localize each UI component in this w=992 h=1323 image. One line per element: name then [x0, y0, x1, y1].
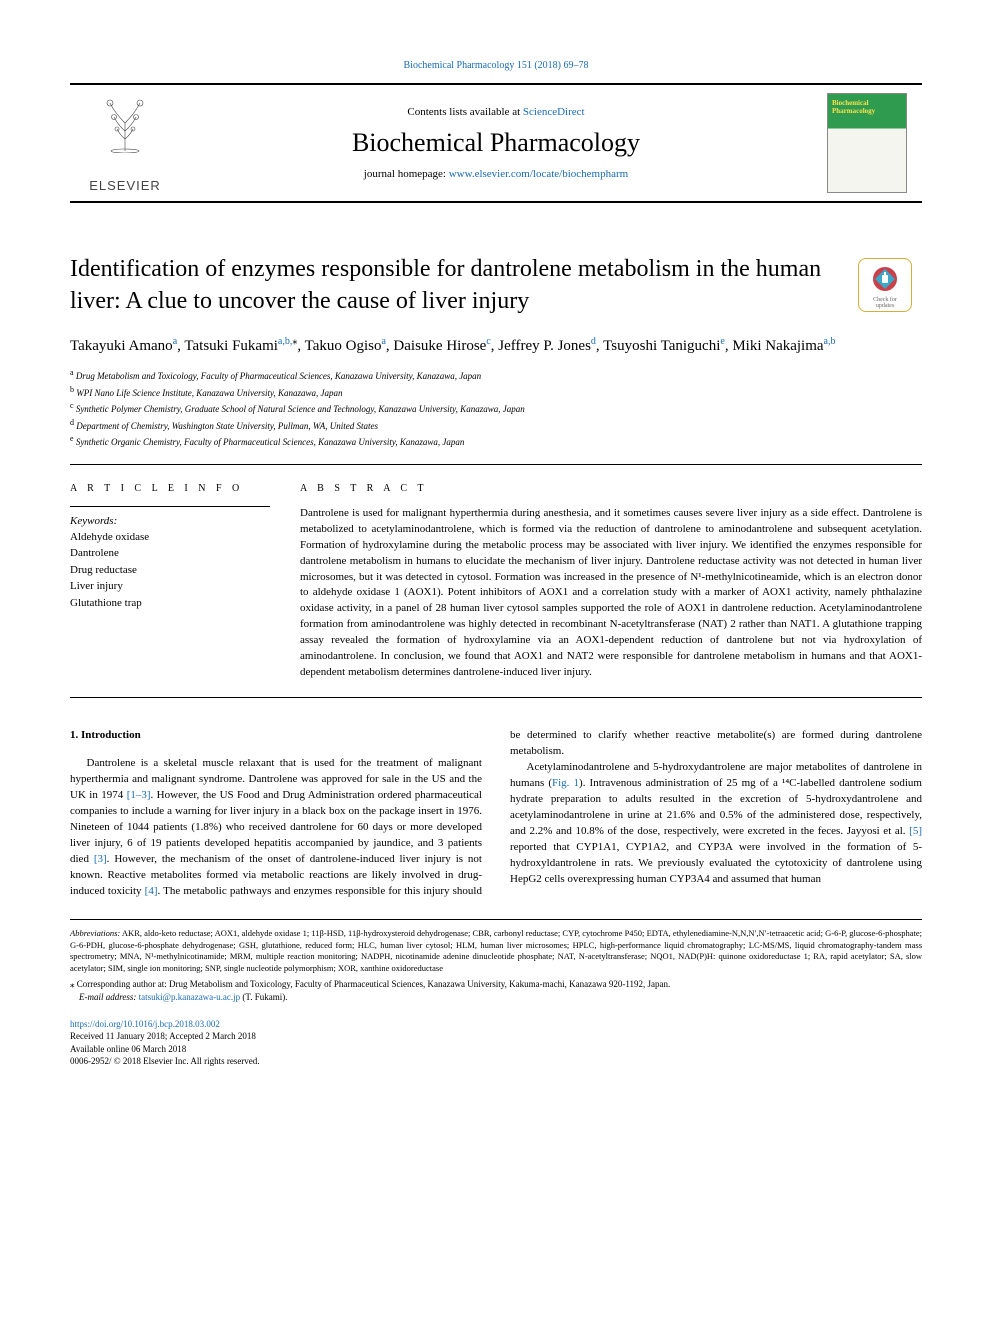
- article-info-column: A R T I C L E I N F O Keywords: Aldehyde…: [70, 483, 270, 681]
- copyright-line: 0006-2952/ © 2018 Elsevier Inc. All righ…: [70, 1056, 260, 1066]
- elsevier-wordmark: ELSEVIER: [70, 178, 180, 193]
- journal-header: ELSEVIER Contents lists available at Sci…: [70, 83, 922, 203]
- email-link[interactable]: tatsuki@p.kanazawa-u.ac.jp: [139, 992, 241, 1002]
- divider: [70, 506, 270, 507]
- keyword: Drug reductase: [70, 562, 270, 579]
- keyword: Aldehyde oxidase: [70, 529, 270, 546]
- sciencedirect-link[interactable]: ScienceDirect: [523, 106, 585, 118]
- author: Jeffrey P. Jonesd: [498, 338, 596, 354]
- corresponding-author: ⁎ Corresponding author at: Drug Metaboli…: [70, 978, 922, 1003]
- keyword: Dantrolene: [70, 545, 270, 562]
- article-title: Identification of enzymes responsible fo…: [70, 253, 922, 318]
- info-abstract-row: A R T I C L E I N F O Keywords: Aldehyde…: [70, 483, 922, 681]
- ref-link[interactable]: [3]: [94, 853, 107, 865]
- cover-title-text: Biochemical Pharmacology: [832, 100, 906, 115]
- section-heading: 1. Introduction: [70, 728, 482, 744]
- affiliation: e Synthetic Organic Chemistry, Faculty o…: [70, 433, 922, 450]
- keyword: Glutathione trap: [70, 595, 270, 612]
- contents-line: Contents lists available at ScienceDirec…: [180, 106, 812, 118]
- updates-icon: [871, 265, 899, 293]
- body-text: 1. Introduction Dantrolene is a skeletal…: [70, 728, 922, 899]
- abstract-label: A B S T R A C T: [300, 483, 922, 494]
- ref-link[interactable]: [5]: [909, 825, 922, 837]
- email-label: E-mail address:: [79, 992, 139, 1002]
- journal-title: Biochemical Pharmacology: [180, 128, 812, 158]
- publisher-logo-block: ELSEVIER: [70, 85, 180, 201]
- abstract-text: Dantrolene is used for malignant hyperth…: [300, 506, 922, 681]
- divider: [70, 919, 922, 920]
- ref-link[interactable]: [1–3]: [127, 789, 151, 801]
- doi-block: https://doi.org/10.1016/j.bcp.2018.03.00…: [70, 1018, 922, 1068]
- author: Takuo Ogisoa: [305, 338, 386, 354]
- author: Daisuke Hirosec: [393, 338, 490, 354]
- journal-cover-thumbnail: Biochemical Pharmacology: [827, 93, 907, 193]
- received-line: Received 11 January 2018; Accepted 2 Mar…: [70, 1031, 256, 1041]
- keyword: Liver injury: [70, 578, 270, 595]
- homepage-line: journal homepage: www.elsevier.com/locat…: [180, 168, 812, 180]
- author: Miki Nakajimaa,b: [732, 338, 835, 354]
- contents-prefix: Contents lists available at: [407, 106, 522, 118]
- running-header: Biochemical Pharmacology 151 (2018) 69–7…: [70, 60, 922, 71]
- journal-cover-block: Biochemical Pharmacology: [812, 85, 922, 201]
- author: Tatsuki Fukamia,b,⁎: [184, 338, 297, 354]
- divider: [70, 464, 922, 465]
- header-center: Contents lists available at ScienceDirec…: [180, 85, 812, 201]
- check-updates-badge[interactable]: Check forupdates: [858, 258, 912, 312]
- affiliation: d Department of Chemistry, Washington St…: [70, 417, 922, 434]
- homepage-prefix: journal homepage:: [364, 168, 449, 180]
- affiliation: c Synthetic Polymer Chemistry, Graduate …: [70, 400, 922, 417]
- doi-link[interactable]: https://doi.org/10.1016/j.bcp.2018.03.00…: [70, 1019, 220, 1029]
- author: Tsuyoshi Taniguchie: [603, 338, 725, 354]
- abbrev-label: Abbreviations:: [70, 928, 120, 938]
- keywords-label: Keywords:: [70, 515, 270, 527]
- affiliation: b WPI Nano Life Science Institute, Kanaz…: [70, 384, 922, 401]
- affiliation: a Drug Metabolism and Toxicology, Facult…: [70, 367, 922, 384]
- author: Takayuki Amanoa: [70, 338, 177, 354]
- updates-badge-text: Check forupdates: [859, 297, 911, 310]
- ref-link[interactable]: [4]: [145, 885, 158, 897]
- article-info-label: A R T I C L E I N F O: [70, 483, 270, 494]
- abbreviations: Abbreviations: AKR, aldo-keto reductase;…: [70, 928, 922, 974]
- divider: [70, 697, 922, 698]
- author-list: Takayuki Amanoa, Tatsuki Fukamia,b,⁎, Ta…: [70, 334, 922, 358]
- elsevier-tree-icon: [90, 93, 160, 153]
- fig-link[interactable]: Fig. 1: [552, 777, 579, 789]
- available-line: Available online 06 March 2018: [70, 1044, 186, 1054]
- abstract-column: A B S T R A C T Dantrolene is used for m…: [300, 483, 922, 681]
- keywords-list: Aldehyde oxidase Dantrolene Drug reducta…: [70, 529, 270, 612]
- paragraph: Acetylaminodantrolene and 5-hydroxydantr…: [510, 760, 922, 888]
- affiliations: a Drug Metabolism and Toxicology, Facult…: [70, 367, 922, 450]
- homepage-link[interactable]: www.elsevier.com/locate/biochempharm: [449, 168, 629, 180]
